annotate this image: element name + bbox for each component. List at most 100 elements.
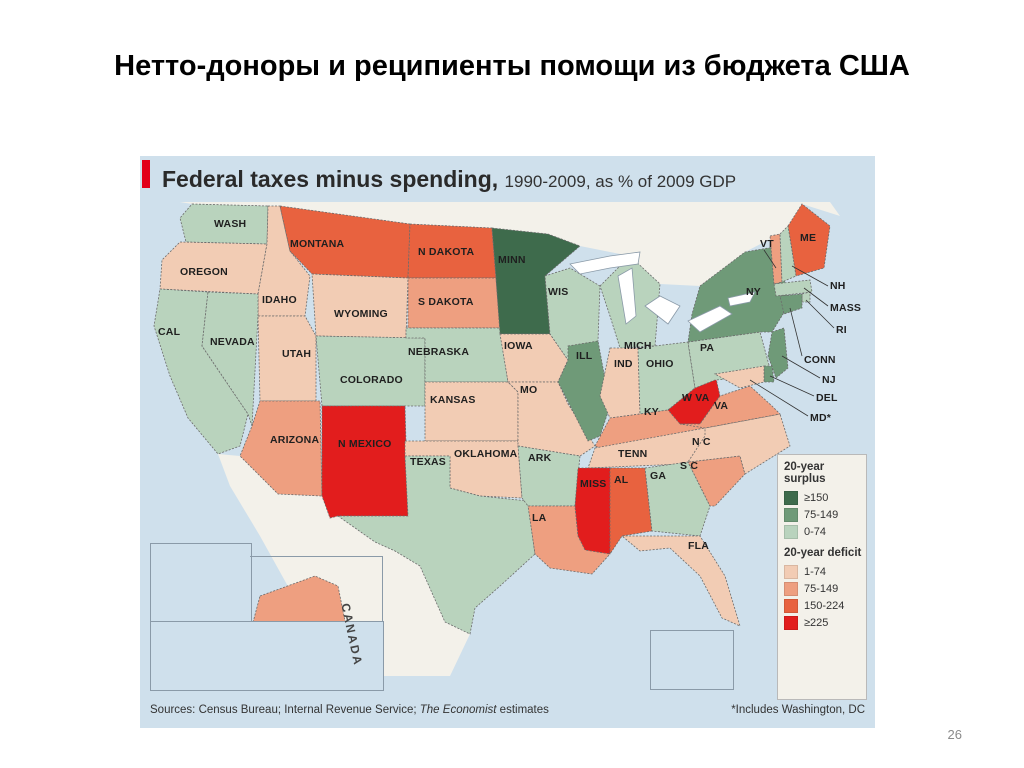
red-accent-bar — [142, 160, 150, 188]
slide-title: Нетто-доноры и реципиенты помощи из бюдж… — [114, 50, 910, 82]
state-n-dakota-shape — [407, 223, 497, 279]
legend-surplus-label: 0-74 — [804, 525, 827, 538]
legend-surplus-row: 0-74 — [784, 523, 866, 540]
state-label: TENN — [618, 448, 648, 460]
legend-surplus-label: ≥150 — [804, 491, 829, 504]
state-utah-shape — [257, 315, 317, 402]
state-ohio-shape — [637, 341, 696, 415]
figure-title: Federal taxes minus spending, 1990-2009,… — [162, 166, 736, 193]
state-label: CONN — [804, 354, 836, 366]
state-label: FLA — [688, 540, 710, 552]
state-kansas-shape — [424, 381, 519, 442]
state-label: MO — [520, 384, 538, 396]
state-wyoming-shape — [311, 273, 409, 339]
state-iowa-shape — [499, 333, 569, 383]
legend-surplus-label: 75-149 — [804, 508, 839, 521]
state-nj-shape — [767, 327, 789, 379]
mexico-area — [218, 454, 470, 676]
state-n-mexico-shape — [321, 405, 409, 519]
state-label: WASH — [214, 218, 247, 230]
leader-line — [769, 375, 815, 397]
puerto-rico-inset — [650, 630, 734, 690]
state-label: MINN — [498, 254, 526, 266]
state-colorado-shape — [315, 335, 426, 407]
state-label: NEVADA — [210, 336, 255, 348]
figure-subtitle: 1990-2009, as % of 2009 GDP — [504, 172, 737, 191]
state-label: NY — [746, 286, 761, 298]
legend-deficit-label: 150-224 — [804, 599, 845, 612]
legend-surplus-row: 75-149 — [784, 506, 866, 523]
state-label: VT — [760, 238, 774, 250]
state-label: TEXAS — [410, 456, 447, 468]
state-label: KANSAS — [430, 394, 476, 406]
state-label: ME — [800, 232, 817, 244]
legend-surplus-swatch — [784, 507, 798, 522]
page-number: 26 — [947, 727, 962, 742]
legend-deficit-row: 150-224 — [784, 597, 866, 614]
leader-line — [791, 265, 829, 287]
state-va-shape — [679, 385, 781, 429]
state-vt-shape — [769, 233, 783, 285]
figure-title-main: Federal taxes minus spending, — [162, 166, 499, 192]
sources-prefix: Sources: Census Bureau; Internal Revenue… — [150, 704, 417, 716]
state-label: ILL — [576, 350, 593, 362]
legend-deficit-row: ≥225 — [784, 614, 866, 631]
legend-surplus-swatch — [784, 490, 798, 505]
canada-area — [180, 202, 840, 286]
state-fla-shape — [620, 535, 741, 627]
state-conn-shape — [779, 293, 803, 315]
figure-header: Federal taxes minus spending, 1990-2009,… — [140, 156, 875, 202]
state-label: COLORADO — [340, 374, 403, 386]
state-oregon-shape — [159, 241, 268, 295]
state-label: IDAHO — [262, 294, 297, 306]
leader-line — [789, 307, 803, 357]
state-label: UTAH — [282, 348, 312, 360]
leader-line — [749, 379, 809, 417]
leader-line — [763, 249, 777, 269]
state-montana-shape — [279, 205, 411, 279]
legend-deficit-swatch — [784, 581, 798, 596]
state-label: NH — [830, 280, 846, 292]
state-label: NJ — [822, 374, 836, 386]
footnote: *Includes Washington, DC — [731, 704, 865, 716]
state-label: OKLAHOMA — [454, 448, 518, 460]
alaska-inset-upper — [250, 556, 383, 622]
legend-deficit-swatch — [784, 564, 798, 579]
state-label: ARIZONA — [270, 434, 320, 446]
state-label: VA — [714, 400, 729, 412]
legend-deficit-row: 1-74 — [784, 563, 866, 580]
great-lakes — [569, 251, 756, 333]
state-label: DEL — [816, 392, 838, 404]
legend-deficit-row: 75-149 — [784, 580, 866, 597]
legend-surplus-row: ≥150 — [784, 489, 866, 506]
state-label: OREGON — [180, 266, 228, 278]
sources-note: Sources: Census Bureau; Internal Revenue… — [150, 704, 549, 716]
legend-deficit-swatch — [784, 598, 798, 613]
state-label: WIS — [548, 286, 569, 298]
state-label: S C — [680, 460, 699, 472]
state-label: RI — [836, 324, 847, 336]
sources-em: The Economist — [419, 704, 497, 716]
state-label: MD* — [810, 412, 832, 424]
hawaii-inset — [150, 543, 252, 623]
legend-deficit-list: 1-74 75-149 150-224 ≥225 — [778, 563, 866, 631]
legend-deficit-label: 1-74 — [804, 565, 827, 578]
legend-deficit-swatch — [784, 615, 798, 630]
state-label: NEBRASKA — [408, 346, 470, 358]
state-mass-shape — [773, 279, 813, 297]
state-label: MASS — [830, 302, 862, 314]
state-label: N MEXICO — [338, 438, 392, 450]
legend-surplus-title: 20-year surplus — [784, 461, 826, 485]
leader-line — [805, 299, 835, 329]
leader-line — [781, 355, 821, 379]
state-label: ARK — [528, 452, 552, 464]
state-label: IOWA — [504, 340, 533, 352]
state-la-shape — [527, 505, 611, 575]
state-label: WYOMING — [334, 308, 388, 320]
state-label: PA — [700, 342, 715, 354]
legend-surplus-swatch — [784, 524, 798, 539]
legend-deficit-label: 75-149 — [804, 582, 839, 595]
state-label: CAL — [158, 326, 181, 338]
state-label: KY — [644, 406, 659, 418]
state-n-c-shape — [687, 413, 791, 475]
